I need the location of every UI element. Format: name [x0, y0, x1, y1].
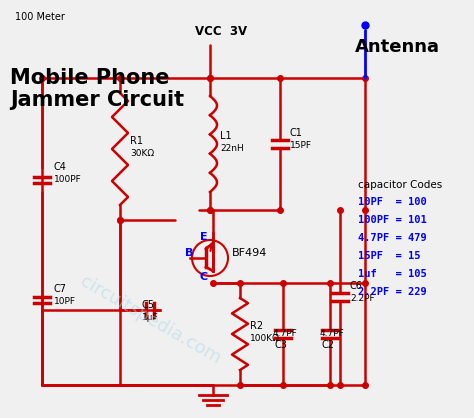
Text: 2.2PF: 2.2PF [350, 294, 374, 303]
Text: L1: L1 [220, 131, 232, 141]
Text: C: C [200, 272, 208, 282]
Text: 2.2PF = 229: 2.2PF = 229 [358, 287, 427, 297]
Text: C5: C5 [142, 300, 155, 310]
Text: Antenna: Antenna [355, 38, 440, 56]
Text: VCC  3V: VCC 3V [195, 25, 247, 38]
Text: C1: C1 [290, 128, 303, 138]
Text: B: B [185, 248, 193, 258]
Text: C2: C2 [322, 340, 335, 350]
Text: R1: R1 [130, 136, 143, 146]
Text: 100PF: 100PF [54, 175, 82, 184]
Text: capacitor Codes: capacitor Codes [358, 180, 442, 190]
Text: 10PF  = 100: 10PF = 100 [358, 197, 427, 207]
Text: circuitspedia.com: circuitspedia.com [76, 273, 223, 367]
Text: C3: C3 [275, 340, 288, 350]
Text: 22nH: 22nH [220, 144, 244, 153]
Text: 1µF: 1µF [142, 313, 159, 322]
Text: 10PF: 10PF [54, 297, 76, 306]
Text: 100KΩ: 100KΩ [250, 334, 280, 343]
Text: Mobile Phone
Jammer Circuit: Mobile Phone Jammer Circuit [10, 68, 184, 110]
Text: R2: R2 [250, 321, 263, 331]
Text: 4.7PF: 4.7PF [273, 329, 298, 338]
Text: BF494: BF494 [232, 248, 267, 258]
Text: 4.7PF: 4.7PF [320, 329, 345, 338]
Text: E: E [200, 232, 208, 242]
Text: C4: C4 [54, 162, 67, 172]
Text: 100 Meter: 100 Meter [15, 12, 65, 22]
Text: C6: C6 [350, 281, 363, 291]
Text: 15PF  = 15: 15PF = 15 [358, 251, 427, 261]
Text: C7: C7 [54, 284, 67, 294]
Text: 30KΩ: 30KΩ [130, 149, 154, 158]
Text: 15PF: 15PF [290, 141, 312, 150]
Text: 100PF = 101: 100PF = 101 [358, 215, 427, 225]
Text: 4.7PF = 479: 4.7PF = 479 [358, 233, 427, 243]
Text: 1uf   = 105: 1uf = 105 [358, 269, 427, 279]
